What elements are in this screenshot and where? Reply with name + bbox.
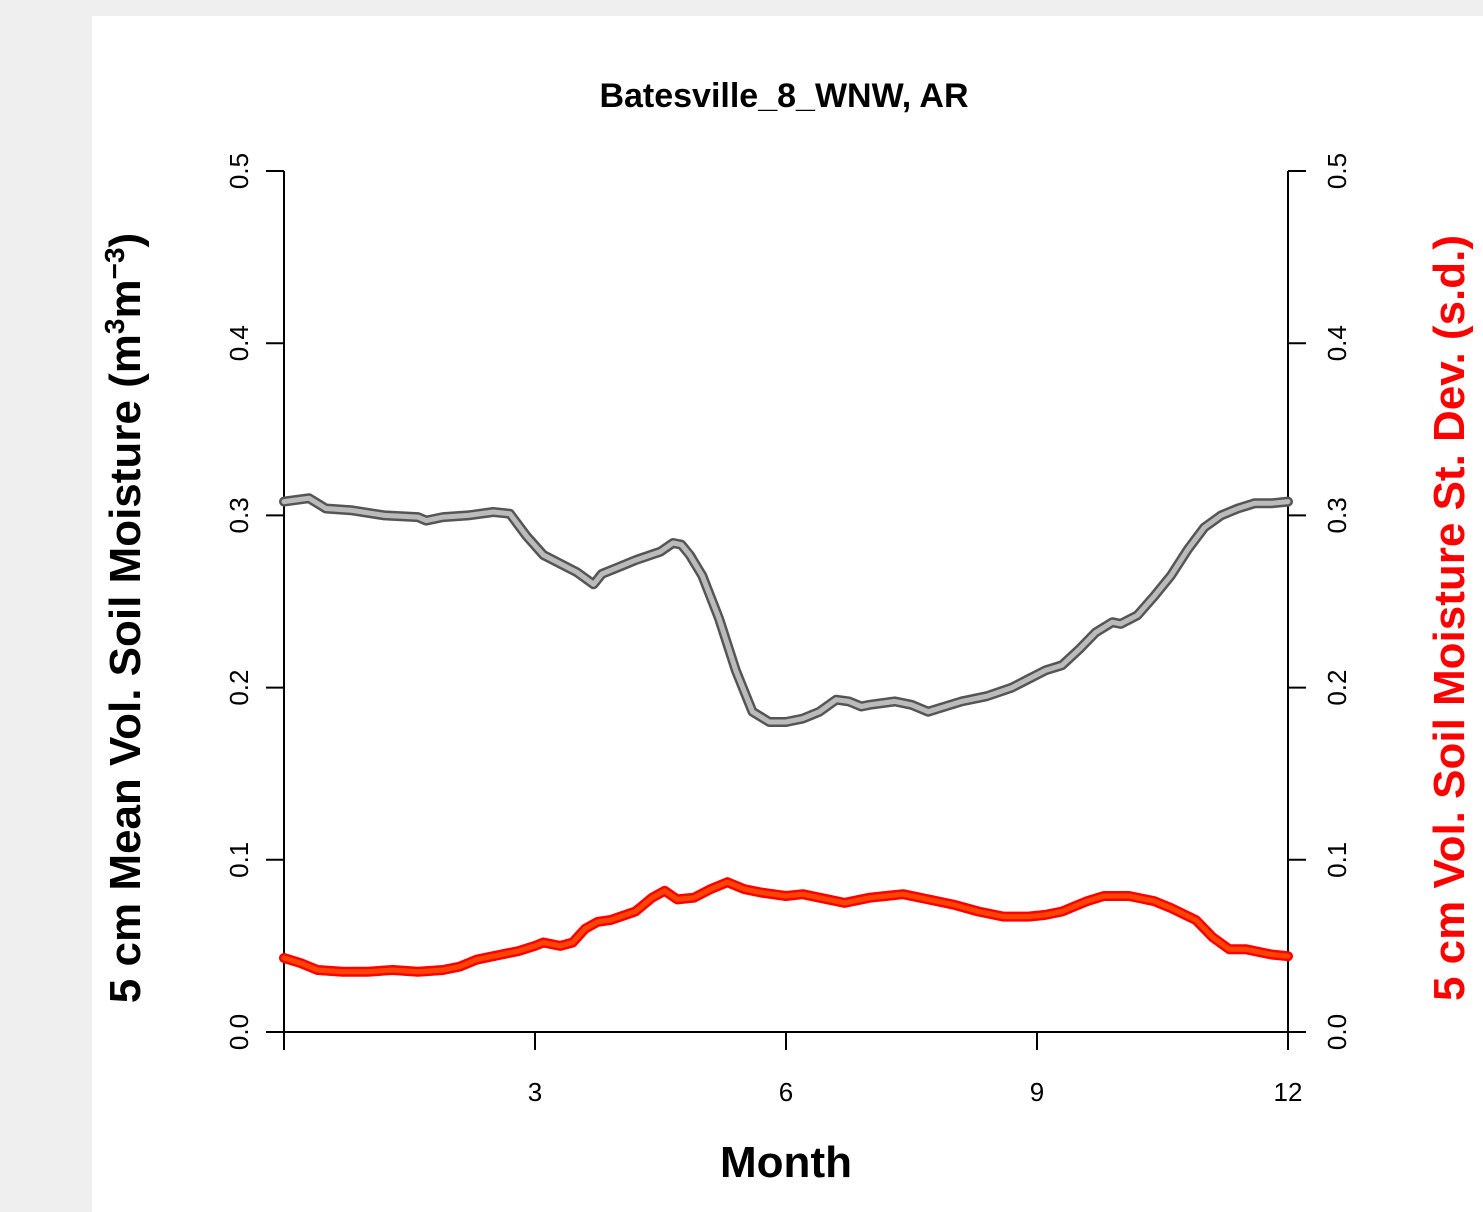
x-tick-label: 12 (1274, 1077, 1303, 1107)
y-axis-title-left-sup1: 3 (99, 319, 130, 335)
y-axis-title-left-end: ) (101, 233, 150, 248)
y-tick-label-right: 0.3 (1322, 497, 1352, 533)
x-tick-label: 9 (1030, 1077, 1044, 1107)
y-axis-title-left-mid: m (101, 279, 150, 318)
chart-canvas: Batesville_8_WNW, AR 0.0 0.00.1 0.10.2 0.20… (99, 77, 1474, 1187)
plot-panel: Batesville_8_WNW, AR 0.0 0.0 0.1 0.1 0.2 0.2 0… (92, 16, 1483, 1212)
y-tick-label-left: 0.4 (224, 325, 254, 361)
y-tick-label-right: 0.0 (1322, 1014, 1352, 1050)
y-tick-label-left: 0.1 (224, 842, 254, 878)
y-tick-label-right: 0.2 (1322, 670, 1352, 706)
y-axis-title-left-sup2: −3 (99, 247, 130, 279)
x-tick-label: 3 (528, 1077, 542, 1107)
y-tick-label-right: 0.4 (1322, 325, 1352, 361)
series-layer (279, 493, 1293, 977)
x-axis-title: Month (720, 1138, 852, 1187)
y-tick-label-left: 0.5 (224, 153, 254, 189)
y-axis-title-left-main: 5 cm Mean Vol. Soil Moisture (m (101, 334, 150, 1003)
series-mean-line-outline (279, 493, 1293, 727)
y-tick-label-left: 0.0 (224, 1014, 254, 1050)
y-tick-label-left: 0.3 (224, 497, 254, 533)
y-tick-label-left: 0.2 (224, 670, 254, 706)
y-tick-label-right: 0.5 (1322, 153, 1352, 189)
chart-title: Batesville_8_WNW, AR (599, 77, 968, 115)
series-sd-line (281, 879, 1291, 975)
y-axis-title-right: 5 cm Vol. Soil Moisture St. Dev. (s.d.) (1425, 235, 1474, 1001)
x-tick-label: 6 (779, 1077, 793, 1107)
series-mean-line (281, 495, 1291, 725)
axes: 0.0 0.0 0.1 0.1 0.2 0.2 0.3 0.3 0.4 0.4 0.5 0.5 3 6 9 1… (224, 153, 1352, 1107)
y-tick-label-right: 0.1 (1322, 842, 1352, 878)
y-axis-title-left: 5 cm Mean Vol. Soil Moisture (m3m−3) (99, 233, 150, 1003)
